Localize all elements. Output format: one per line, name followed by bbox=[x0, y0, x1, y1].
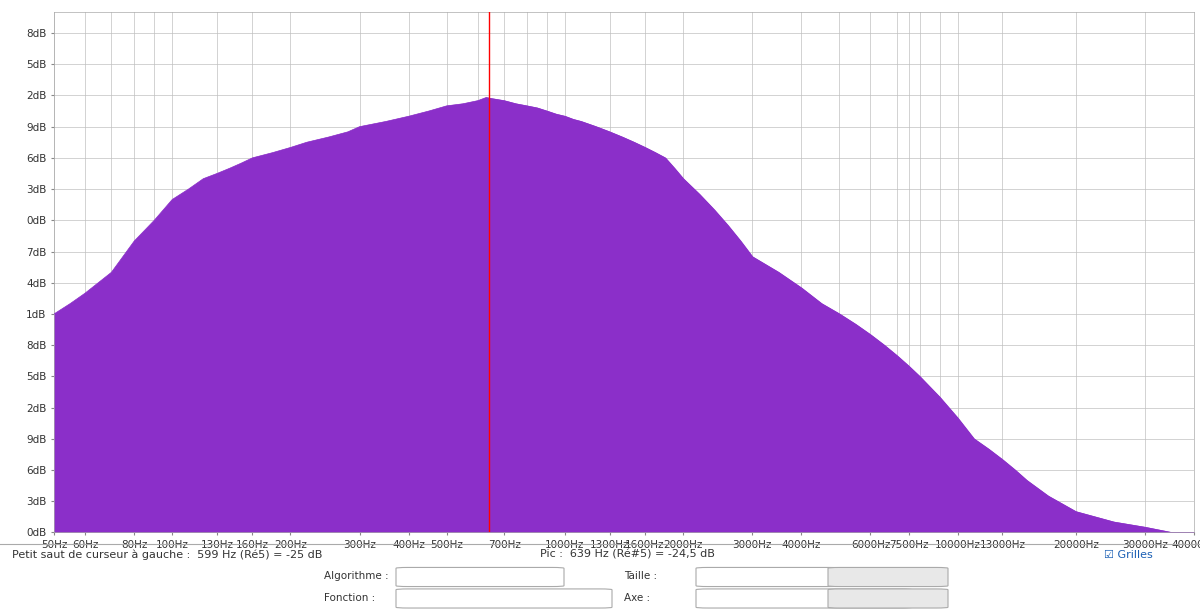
Text: Retracer...: Retracer... bbox=[862, 592, 914, 603]
Text: v: v bbox=[590, 593, 595, 602]
Text: Algorithme :: Algorithme : bbox=[324, 571, 389, 581]
FancyBboxPatch shape bbox=[828, 589, 948, 608]
Text: Fréquence logarithmique: Fréquence logarithmique bbox=[720, 592, 851, 603]
Text: Fonction :: Fonction : bbox=[324, 592, 376, 603]
FancyBboxPatch shape bbox=[828, 567, 948, 586]
Text: ☑ Grilles: ☑ Grilles bbox=[1104, 550, 1153, 560]
Text: Petit saut de curseur à gauche :  599 Hz (Ré5) = -25 dB: Petit saut de curseur à gauche : 599 Hz … bbox=[12, 550, 323, 561]
Text: v: v bbox=[890, 593, 895, 602]
FancyBboxPatch shape bbox=[396, 589, 612, 608]
Text: Taille :: Taille : bbox=[624, 571, 658, 581]
Text: Fenêtre Rectangulaire: Fenêtre Rectangulaire bbox=[420, 592, 534, 603]
Text: Axe :: Axe : bbox=[624, 592, 650, 603]
Text: Pic :  639 Hz (Ré#5) = -24,5 dB: Pic : 639 Hz (Ré#5) = -24,5 dB bbox=[540, 550, 715, 560]
Text: v: v bbox=[818, 572, 823, 581]
Text: Spectre: Spectre bbox=[420, 571, 460, 581]
FancyBboxPatch shape bbox=[396, 567, 564, 586]
Text: v: v bbox=[542, 572, 547, 581]
FancyBboxPatch shape bbox=[696, 567, 840, 586]
Text: 2048: 2048 bbox=[720, 571, 746, 581]
FancyBboxPatch shape bbox=[696, 589, 912, 608]
Text: Exporter...: Exporter... bbox=[862, 571, 916, 581]
